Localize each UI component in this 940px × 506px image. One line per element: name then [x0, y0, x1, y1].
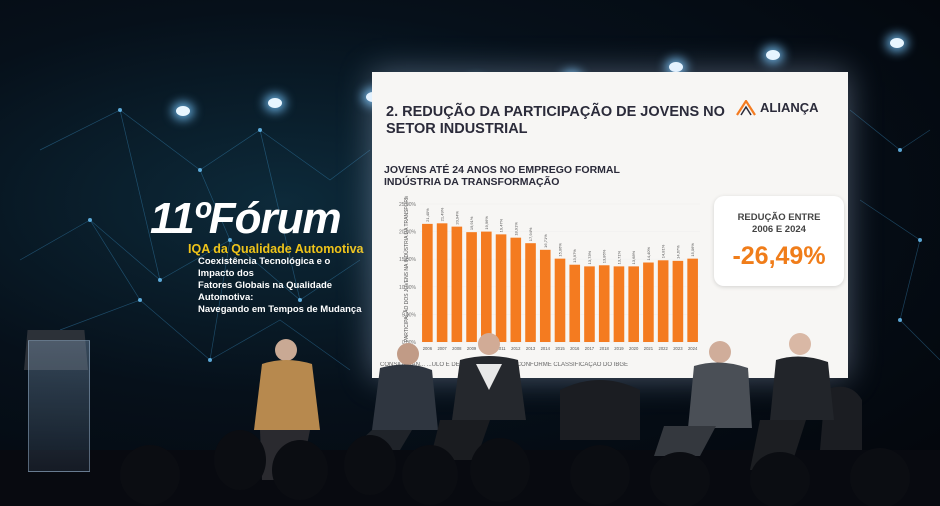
event-logo-desc-line: Coexistência Tecnológica e o Impacto dos [198, 256, 331, 279]
x-tick-label: 2009 [467, 346, 477, 351]
y-tick-label: 25,00% [399, 202, 417, 208]
slide-subtitle: JOVENS ATÉ 24 ANOS NO EMPREGO FORMAL IND… [384, 164, 654, 188]
x-tick-label: 2015 [555, 346, 565, 351]
bar [422, 223, 433, 342]
bar [584, 266, 595, 342]
x-tick-label: 2016 [570, 346, 580, 351]
x-tick-label: 2021 [644, 346, 654, 351]
bar [554, 258, 566, 342]
x-tick-label: 2008 [452, 346, 462, 351]
x-tick-label: 2024 [688, 346, 698, 351]
x-tick-label: 2023 [673, 346, 683, 351]
data-label: 18,91% [513, 222, 518, 236]
callout-label-line: REDUÇÃO ENTRE [737, 212, 821, 223]
data-label: 20,94% [454, 211, 459, 225]
stage-panel [0, 330, 940, 506]
bar [672, 260, 684, 342]
slide-subtitle-line: JOVENS ATÉ 24 ANOS NO EMPREGO FORMAL [384, 164, 620, 176]
data-label: 17,94% [528, 227, 533, 241]
event-logo-desc-line: Fatores Globais na Qualidade Automotiva: [198, 280, 333, 303]
x-tick-label: 2020 [629, 346, 639, 351]
bar [613, 266, 625, 342]
ceiling-light [268, 98, 282, 108]
x-tick-label: 2006 [423, 346, 433, 351]
x-tick-label: 2019 [614, 346, 624, 351]
event-logo: 11ºFórum IQA da Qualidade Automotiva Coe… [150, 196, 365, 316]
ceiling-light [176, 106, 190, 116]
callout-label: REDUÇÃO ENTRE 2006 E 2024 [714, 212, 844, 236]
data-label: 14,67% [675, 245, 680, 259]
y-tick-label: 20,00% [399, 230, 417, 236]
bar [539, 249, 551, 342]
data-label: 13,68% [631, 250, 636, 264]
data-label: 19,91% [469, 216, 474, 230]
bar [598, 265, 610, 342]
x-tick-label: 2017 [585, 346, 595, 351]
bar [466, 232, 477, 342]
slide-title: 2. REDUÇÃO DA PARTICIPAÇÃO DE JOVENS NO … [386, 104, 726, 138]
data-label: 13,71% [616, 250, 621, 264]
callout-box: REDUÇÃO ENTRE 2006 E 2024 -26,49% [714, 196, 844, 286]
bar [525, 243, 536, 342]
alianca-logo-icon [736, 100, 756, 116]
callout-label-line: 2006 E 2024 [752, 224, 806, 235]
bar [451, 226, 463, 342]
bar [481, 231, 492, 342]
callout-value: -26,49% [732, 242, 826, 270]
x-tick-label: 2007 [437, 346, 447, 351]
slide-title-line: 2. REDUÇÃO DA PARTICIPAÇÃO DE JOVENS NO [386, 104, 725, 120]
bar [436, 223, 448, 342]
event-logo-main: 11ºFórum [150, 194, 342, 243]
y-tick-label: 5,00% [402, 312, 417, 318]
y-tick-label: 10,00% [399, 285, 417, 291]
data-label: 14,40% [646, 247, 651, 261]
x-tick-label: 2013 [526, 346, 536, 351]
data-label: 13,73% [587, 250, 592, 264]
data-label: 19,47% [499, 218, 504, 232]
ceiling-light [766, 50, 780, 60]
bar [510, 237, 522, 342]
bar [643, 262, 654, 342]
x-tick-label: 2011 [497, 346, 507, 351]
data-label: 19,96% [484, 216, 489, 230]
ceiling-light [890, 38, 904, 48]
data-label: 14,81% [661, 244, 666, 258]
y-axis-label: PARTICIPAÇÃO DOS JOVENS NA INDÚSTRIA DA … [403, 196, 410, 342]
brand-name: ALIANÇA [760, 100, 819, 115]
data-label: 13,86% [602, 249, 607, 263]
slide-title-line: SETOR INDUSTRIAL [386, 121, 528, 137]
data-label: 15,06% [558, 243, 563, 257]
bar [628, 266, 639, 342]
data-label: 13,97% [572, 249, 577, 263]
bar [495, 234, 507, 342]
x-tick-label: 2022 [658, 346, 668, 351]
data-label: 21,40% [425, 208, 430, 222]
data-label: 15,06% [690, 243, 695, 257]
data-label: 16,71% [543, 234, 548, 248]
bar [687, 258, 698, 342]
bar-chart: PARTICIPAÇÃO DOS JOVENS NA INDÚSTRIA DA … [399, 196, 700, 351]
y-tick-label: 0,00% [402, 340, 417, 346]
y-tick-label: 15,00% [399, 257, 417, 263]
x-tick-label: 2018 [600, 346, 610, 351]
x-tick-label: 2014 [541, 346, 551, 351]
x-tick-label: 2012 [511, 346, 521, 351]
event-logo-desc-line: Navegando em Tempos de Mudança [198, 304, 362, 315]
data-label: 21,49% [440, 207, 445, 221]
slide-subtitle-line: INDÚSTRIA DA TRANSFORMAÇÃO [384, 176, 560, 188]
bar [657, 260, 669, 342]
event-logo-sub: IQA da Qualidade Automotiva [188, 242, 364, 256]
ceiling-light [669, 62, 683, 72]
bar [569, 264, 581, 342]
projection-screen: 2. REDUÇÃO DA PARTICIPAÇÃO DE JOVENS NO … [372, 72, 848, 378]
podium [28, 340, 90, 472]
